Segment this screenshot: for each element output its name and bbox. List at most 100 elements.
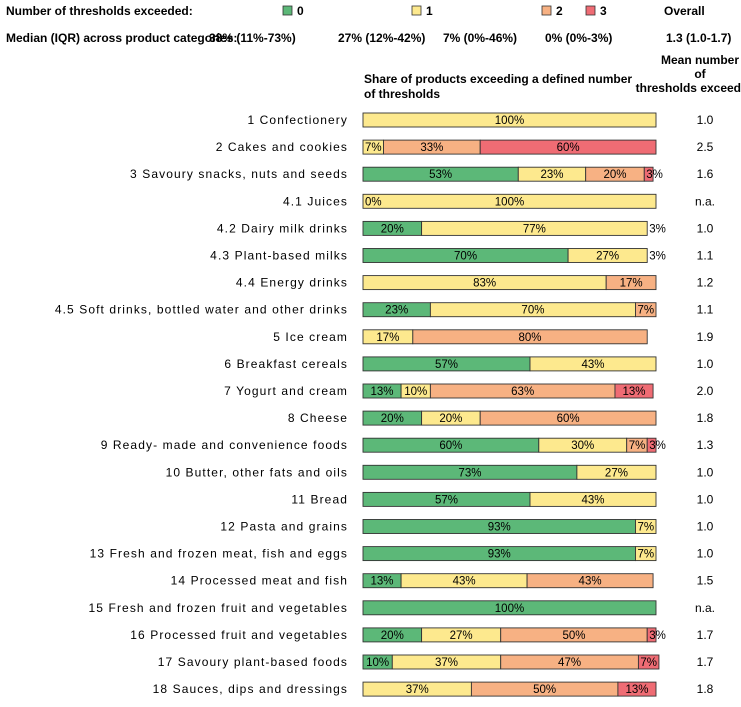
bar-rows: 1 Confectionery 100% 1.0 2 Cakes and cookie… bbox=[55, 112, 715, 697]
category-label: 13 Fresh and frozen meat, fish and eggs bbox=[90, 547, 348, 561]
segment-label-2: 50% bbox=[562, 630, 585, 642]
segment-label-1: 10% bbox=[404, 386, 427, 398]
bar-row-8: 4.5 Soft drinks, bottled water and other… bbox=[55, 302, 714, 318]
segment-label-3: 3% bbox=[646, 169, 663, 181]
mean-value: 1.6 bbox=[697, 167, 714, 181]
category-label: 11 Bread bbox=[291, 492, 348, 506]
category-label: 4.5 Soft drinks, bottled water and other… bbox=[55, 303, 348, 317]
bar-row-19: 15 Fresh and frozen fruit and vegetables… bbox=[89, 600, 715, 616]
segment-label-1: 7% bbox=[637, 549, 654, 561]
category-label: 16 Processed fruit and vegetables bbox=[130, 628, 348, 642]
bar-segment-0 bbox=[362, 600, 657, 616]
category-label: 2 Cakes and cookies bbox=[216, 140, 348, 154]
bar-segment-1 bbox=[635, 519, 657, 534]
bar-segment-2 bbox=[412, 329, 648, 345]
segment-label-0: 20% bbox=[381, 630, 404, 642]
segment-label-2: 50% bbox=[533, 684, 556, 696]
mean-value: 1.1 bbox=[697, 303, 714, 317]
legend-key-0: 0 bbox=[297, 4, 304, 18]
mean-value: 1.0 bbox=[697, 520, 714, 534]
segment-label-1: 27% bbox=[450, 630, 473, 642]
median-value-1: 27% (12%-42%) bbox=[338, 31, 425, 45]
segment-label-0: 23% bbox=[385, 305, 408, 317]
median-value-0: 38% (11%-73%) bbox=[209, 31, 296, 45]
x-axis-label: Share of products exceeding a defined nu… bbox=[364, 72, 632, 101]
segment-label-1: 100% bbox=[495, 196, 524, 208]
median-overall: 1.3 (1.0-1.7) bbox=[666, 31, 731, 45]
segment-label-3: 7% bbox=[640, 657, 657, 669]
segment-label-1: 30% bbox=[571, 440, 594, 452]
segment-label-0: 57% bbox=[435, 359, 458, 371]
bar-row-3: 3 Savoury snacks, nuts and seeds 53% 23% 20… bbox=[130, 166, 714, 182]
bar-segment-3 bbox=[646, 627, 657, 643]
category-label: 4.3 Plant-based milks bbox=[210, 249, 348, 263]
bar-row-22: 18 Sauces, dips and dressings 37% 50% 13% 1.… bbox=[153, 681, 714, 697]
bar-row-9: 5 Ice cream 17% 80% 1.9 bbox=[273, 329, 714, 345]
bar-segment-1 bbox=[635, 546, 657, 562]
segment-label-2: 17% bbox=[620, 278, 643, 290]
segment-label-1: 37% bbox=[435, 657, 458, 669]
legend-swatch-0 bbox=[282, 5, 293, 16]
segment-label-2: 3% bbox=[649, 223, 666, 235]
segment-label-0: 13% bbox=[371, 576, 394, 588]
segment-label-1: 27% bbox=[596, 251, 619, 263]
segment-label-1: 43% bbox=[453, 576, 476, 588]
segment-label-0: 93% bbox=[488, 549, 511, 561]
segment-label-1: 27% bbox=[605, 467, 628, 479]
segment-label-0: 73% bbox=[458, 467, 481, 479]
segment-label-0: 60% bbox=[439, 440, 462, 452]
legend-title: Number of thresholds exceeded: bbox=[6, 4, 193, 18]
mean-value: 1.0 bbox=[697, 465, 714, 479]
mean-value: 1.0 bbox=[697, 113, 714, 127]
bar-row-20: 16 Processed fruit and vegetables 20% 27% 5… bbox=[130, 627, 714, 643]
mean-value: 1.0 bbox=[697, 221, 714, 235]
category-label: 3 Savoury snacks, nuts and seeds bbox=[130, 167, 348, 181]
median-value-3: 0% (0%-3%) bbox=[545, 31, 612, 45]
segment-label-0: 57% bbox=[435, 494, 458, 506]
segment-label-1: 83% bbox=[473, 278, 496, 290]
bar-row-12: 8 Cheese 20% 20% 60% 1.8 bbox=[288, 410, 714, 426]
category-label: 4.1 Juices bbox=[283, 194, 348, 208]
category-label: 7 Yogurt and cream bbox=[224, 384, 348, 398]
segment-label-1: 43% bbox=[581, 494, 604, 506]
mean-value: 1.7 bbox=[697, 655, 714, 669]
category-label: 6 Breakfast cereals bbox=[224, 357, 348, 371]
legend-swatch-3 bbox=[585, 5, 596, 16]
segment-label-2: 7% bbox=[629, 440, 646, 452]
bar-row-7: 4.4 Energy drinks 83% 17% 1.2 bbox=[236, 275, 714, 291]
category-label: 17 Savoury plant-based foods bbox=[158, 655, 348, 669]
category-label: 5 Ice cream bbox=[273, 330, 348, 344]
bar-segment-3 bbox=[637, 654, 660, 670]
legend-key-3: 3 bbox=[600, 4, 607, 18]
category-label: 10 Butter, other fats and oils bbox=[166, 465, 348, 479]
bar-row-16: 12 Pasta and grains 93% 7% 1.0 bbox=[220, 519, 714, 534]
bar-segment-3 bbox=[617, 681, 657, 697]
mean-value: 1.8 bbox=[697, 411, 714, 425]
mean-value: 1.0 bbox=[697, 357, 714, 371]
segment-label-0: 10% bbox=[366, 657, 389, 669]
segment-label-3: 60% bbox=[557, 142, 580, 154]
median-row-label: Median (IQR) across product categories: bbox=[6, 31, 237, 45]
segment-label-1: 7% bbox=[365, 142, 382, 154]
segment-label-2: 20% bbox=[603, 169, 626, 181]
segment-label-2: 33% bbox=[420, 142, 443, 154]
bar-segment-1 bbox=[362, 193, 657, 209]
median-row: Median (IQR) across product categories: … bbox=[6, 31, 731, 45]
bar-segment-1 bbox=[421, 220, 648, 236]
legend: Number of thresholds exceeded: Overall 0… bbox=[6, 4, 705, 18]
mean-value: 1.9 bbox=[697, 330, 714, 344]
segment-label-0: 13% bbox=[371, 386, 394, 398]
bar-segment-1 bbox=[576, 464, 657, 480]
segment-label-2: 43% bbox=[579, 576, 602, 588]
category-label: 12 Pasta and grains bbox=[220, 520, 348, 534]
segment-label-1: 100% bbox=[495, 115, 524, 127]
bar-row-2: 2 Cakes and cookies 7% 33% 60% 2.5 bbox=[216, 139, 714, 155]
segment-label-2: 47% bbox=[558, 657, 581, 669]
overall-header: Overall bbox=[664, 4, 705, 18]
bar-row-1: 1 Confectionery 100% 1.0 bbox=[247, 112, 714, 128]
segment-label-1: 7% bbox=[637, 522, 654, 534]
segment-label-0: 70% bbox=[454, 251, 477, 263]
segment-label-1: 77% bbox=[523, 223, 546, 235]
